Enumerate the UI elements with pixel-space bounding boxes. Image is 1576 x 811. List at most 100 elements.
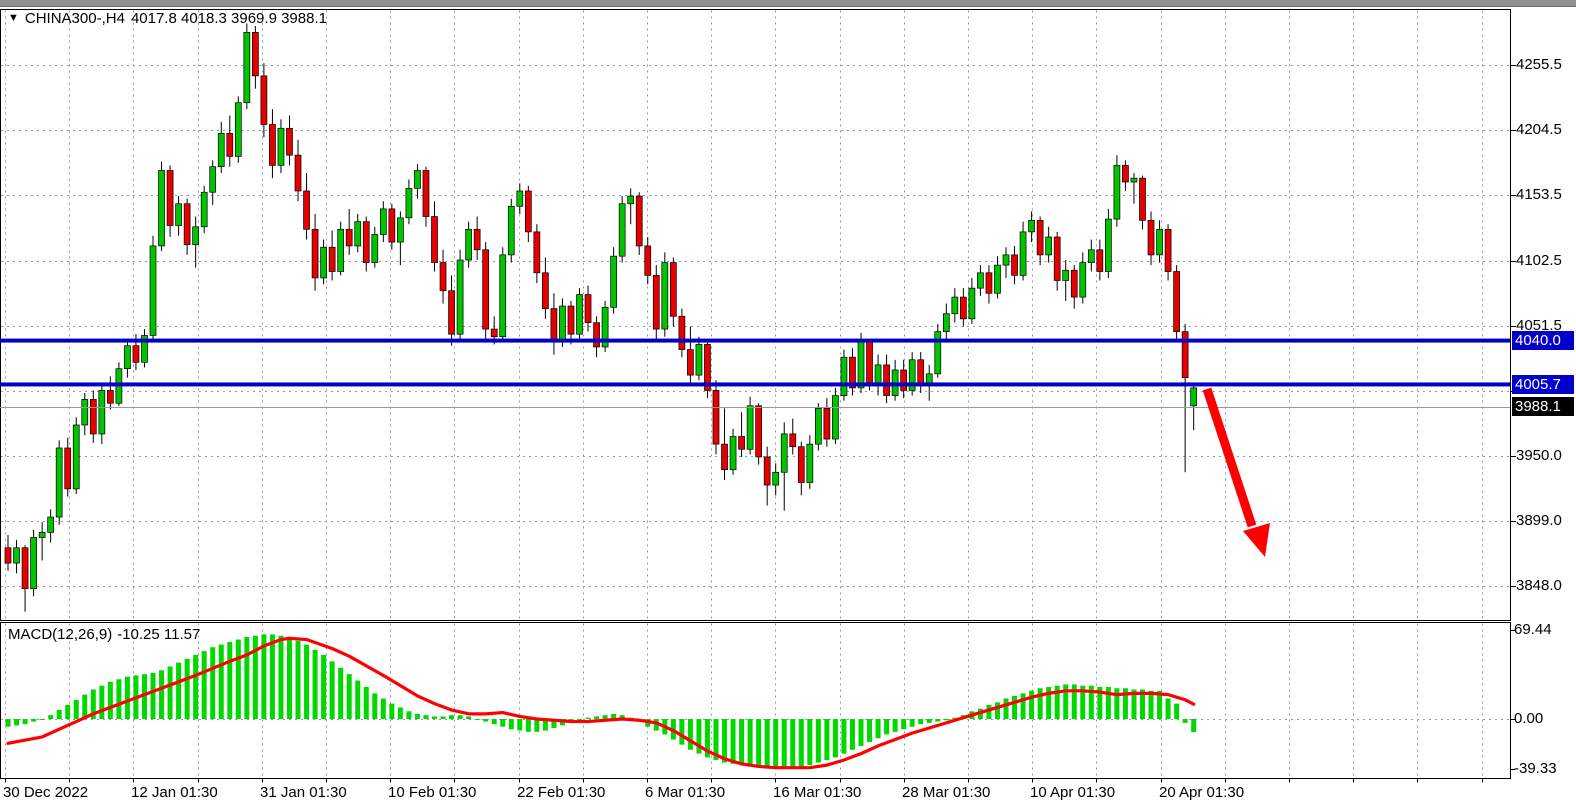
macd-histogram-bar bbox=[687, 719, 693, 750]
macd-histogram-bar bbox=[986, 704, 992, 719]
macd-histogram-bar bbox=[218, 644, 224, 719]
candle-body bbox=[1087, 249, 1095, 263]
macd-histogram-bar bbox=[159, 670, 165, 719]
trend-arrow-head[interactable] bbox=[1243, 523, 1270, 557]
candle-body bbox=[550, 308, 558, 343]
macd-histogram-bar bbox=[252, 635, 258, 719]
candle-body bbox=[652, 275, 660, 330]
candle-body bbox=[499, 254, 507, 338]
horizontal-level-line[interactable] bbox=[0, 338, 1510, 343]
candle-body bbox=[746, 405, 754, 450]
macd-histogram-bar bbox=[832, 719, 838, 758]
candle-body bbox=[13, 547, 20, 564]
macd-histogram-bar bbox=[722, 719, 728, 763]
macd-histogram-bar bbox=[141, 674, 147, 719]
candle-body bbox=[994, 264, 1001, 294]
price-axis-label: 4051.5 bbox=[1516, 316, 1562, 334]
candle-body bbox=[1147, 220, 1155, 256]
candle-body bbox=[601, 306, 609, 348]
macd-histogram-bar bbox=[730, 719, 736, 764]
candle-body bbox=[1105, 218, 1112, 272]
candle-body bbox=[1079, 262, 1087, 298]
candle-body bbox=[166, 170, 174, 226]
macd-histogram-bar bbox=[150, 672, 156, 719]
macd-histogram-bar bbox=[867, 719, 873, 743]
candle-body bbox=[72, 424, 80, 490]
macd-histogram-bar bbox=[1165, 698, 1171, 719]
macd-panel[interactable] bbox=[0, 622, 1511, 779]
candle-body bbox=[823, 408, 831, 440]
candle-body bbox=[183, 203, 191, 246]
candle-body bbox=[712, 390, 720, 445]
candle-body bbox=[806, 443, 814, 483]
trend-arrow-shaft[interactable] bbox=[1202, 387, 1257, 528]
macd-histogram-bar bbox=[39, 719, 45, 720]
price-axis-label: 3848.0 bbox=[1516, 577, 1562, 595]
macd-histogram-bar bbox=[1097, 686, 1103, 719]
macd-histogram-bar bbox=[1071, 684, 1077, 719]
horizontal-scrollbar[interactable] bbox=[0, 0, 1576, 7]
macd-histogram-bar bbox=[176, 662, 182, 719]
time-axis-label: 30 Dec 2022 bbox=[3, 784, 89, 801]
candle-body bbox=[772, 471, 780, 486]
candle-body bbox=[217, 133, 225, 168]
macd-histogram-bar bbox=[781, 719, 787, 768]
macd-histogram-bar bbox=[1003, 698, 1009, 719]
candle-body bbox=[687, 349, 694, 376]
macd-histogram-bar bbox=[1080, 685, 1086, 719]
time-axis-label: 31 Jan 01:30 bbox=[260, 784, 347, 801]
macd-histogram-bar bbox=[773, 719, 779, 768]
macd-histogram-bar bbox=[1046, 686, 1052, 719]
macd-histogram-bar bbox=[1012, 695, 1018, 719]
macd-histogram-bar bbox=[406, 711, 412, 719]
price-panel[interactable] bbox=[0, 9, 1511, 621]
macd-histogram-bar bbox=[653, 719, 659, 731]
candle-body bbox=[729, 436, 737, 471]
candle-body bbox=[1062, 269, 1070, 281]
macd-histogram-bar bbox=[227, 642, 233, 719]
macd-histogram-bar bbox=[994, 702, 1000, 719]
macd-histogram-bar bbox=[210, 647, 216, 719]
macd-histogram-bar bbox=[1020, 693, 1026, 719]
macd-histogram-bar bbox=[363, 686, 369, 719]
candle-body bbox=[542, 272, 549, 309]
macd-histogram-bar bbox=[875, 719, 881, 739]
candle-body bbox=[38, 532, 46, 538]
macd-histogram-bar bbox=[790, 719, 796, 768]
macd-histogram-bar bbox=[525, 719, 531, 732]
candle-body bbox=[371, 234, 379, 263]
candle-body bbox=[908, 359, 916, 391]
macd-histogram-bar bbox=[423, 715, 429, 719]
macd-histogram-bar bbox=[594, 716, 600, 719]
macd-histogram-bar bbox=[952, 717, 958, 719]
candle-body bbox=[661, 262, 669, 330]
candle-body bbox=[175, 203, 182, 226]
candle-body bbox=[951, 296, 959, 315]
time-axis-label: 16 Mar 01:30 bbox=[773, 784, 862, 801]
candle-body bbox=[345, 228, 353, 247]
candle-body bbox=[874, 364, 882, 384]
macd-histogram-bar bbox=[909, 719, 915, 727]
macd-signal-line bbox=[6, 636, 1196, 770]
macd-name: MACD(12,26,9) bbox=[8, 626, 113, 643]
candle-body bbox=[942, 313, 950, 332]
macd-histogram-bar bbox=[184, 658, 190, 719]
macd-histogram-bar bbox=[278, 635, 284, 719]
macd-histogram-bar bbox=[901, 719, 907, 730]
horizontal-level-line[interactable] bbox=[0, 382, 1510, 387]
macd-histogram-bar bbox=[312, 649, 318, 719]
macd-histogram-bar bbox=[99, 685, 105, 719]
macd-histogram-bar bbox=[389, 703, 395, 719]
macd-histogram-bar bbox=[849, 719, 855, 750]
macd-histogram-bar bbox=[82, 694, 88, 719]
candle-body bbox=[960, 296, 967, 320]
candle-body bbox=[234, 102, 242, 157]
macd-histogram-bar bbox=[1139, 689, 1145, 719]
candle-body bbox=[158, 170, 165, 247]
quote-bar: ▼ CHINA300-,H4 4017.8 4018.3 3969.9 3988… bbox=[8, 9, 327, 27]
symbol-dropdown-icon[interactable]: ▼ bbox=[8, 11, 19, 24]
macd-histogram-bar bbox=[261, 634, 267, 719]
macd-histogram-bar bbox=[483, 719, 489, 722]
candle-body bbox=[226, 133, 234, 157]
